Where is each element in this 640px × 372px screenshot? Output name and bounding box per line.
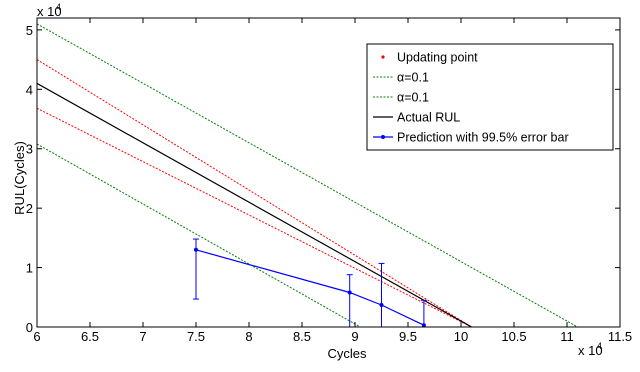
y-tick-label: 5 — [26, 23, 33, 38]
series-line-3 — [37, 143, 361, 327]
x-tick-label: 7 — [139, 329, 146, 344]
legend-box — [366, 43, 614, 151]
y-tick-label: 0 — [26, 320, 33, 335]
x-exponent-power: 4 — [597, 341, 602, 351]
data-point — [379, 303, 384, 308]
x-tick-label: 9 — [351, 329, 358, 344]
x-tick-label: 8.5 — [293, 329, 311, 344]
legend-label: α=0.1 — [397, 91, 429, 105]
legend-swatch — [381, 55, 385, 59]
y-tick-label: 2 — [26, 201, 33, 216]
x-tick-label: 11.5 — [608, 329, 632, 344]
x-tick-label: 6.5 — [81, 329, 99, 344]
legend-label: α=0.1 — [397, 71, 429, 85]
series-line-0 — [37, 59, 472, 327]
series-line-1 — [37, 107, 472, 327]
x-axis-title: Cycles — [327, 346, 367, 361]
data-point — [194, 247, 198, 252]
x-exponent-label: x 10 — [578, 343, 603, 358]
x-tick-label: 8 — [245, 329, 252, 344]
legend: Updating point α=0.1 α=0.1 Actual RUL Predic… — [366, 43, 614, 151]
y-tick-label: 3 — [26, 142, 33, 157]
plot-area — [37, 23, 578, 327]
legend-label: Updating point — [397, 51, 478, 65]
x-tick-label: 6 — [33, 329, 40, 344]
x-tick-label: 10.5 — [501, 329, 526, 344]
y-tick-label: 1 — [26, 261, 33, 276]
series-line-2 — [37, 23, 578, 327]
series-group — [37, 23, 578, 327]
x-tick-label: 7.5 — [187, 329, 205, 344]
legend-label: Prediction with 99.5% error bar — [397, 131, 569, 145]
x-tick-label: 10 — [454, 329, 468, 344]
series-line-5 — [195, 249, 425, 326]
x-tick-label: 11 — [560, 329, 574, 344]
data-point — [347, 290, 352, 295]
axes-frame — [36, 17, 621, 328]
y-axis-title: RUL(Cycles) — [12, 141, 27, 215]
y-tick-label: 4 — [26, 82, 33, 97]
legend-label: Actual RUL — [397, 111, 460, 125]
y-exponent-power: 4 — [56, 2, 61, 12]
legend-swatch-marker — [381, 135, 385, 139]
data-point — [421, 323, 426, 327]
series-line-4 — [37, 82, 472, 327]
x-tick-label: 9.5 — [399, 329, 417, 344]
axes: 6 6.5 7 7.5 8 8.5 9 9.5 10 10.5 11 11.5 0 1 2 3 4 5 Cycles… — [12, 2, 632, 361]
y-exponent-label: x 10 — [37, 4, 62, 19]
